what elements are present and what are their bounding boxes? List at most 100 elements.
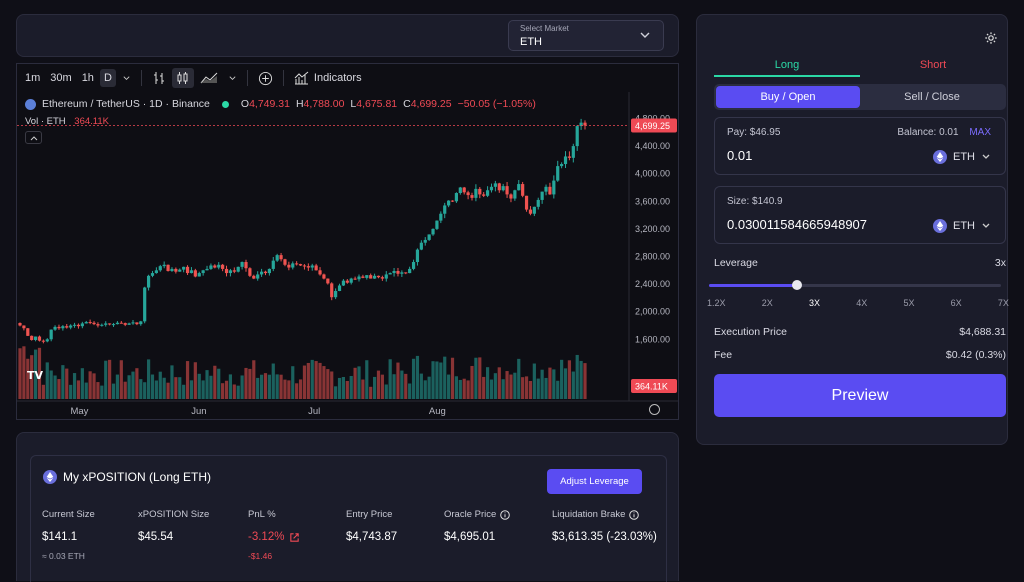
candlestick-plot[interactable]: 4,800.004,400.004,000.003,600.003,200.00… [17, 92, 678, 419]
pnl-column: PnL % -3.12% -$1.46 [248, 509, 300, 561]
price-axis-label: 4,000.00 [635, 169, 670, 179]
volume-bar [560, 359, 564, 399]
toolbar-divider [140, 70, 142, 86]
volume-bar [287, 380, 291, 399]
candle-body [84, 322, 88, 324]
pay-amount-input[interactable]: 0.01 [727, 148, 753, 163]
info-icon[interactable] [500, 509, 511, 520]
price-axis-label: 3,600.00 [635, 196, 670, 206]
volume-bar [341, 376, 346, 399]
candle-body [185, 266, 190, 274]
info-icon[interactable] [629, 509, 640, 520]
volume-bar [139, 379, 143, 399]
oracle-price-value: $4,695.01 [444, 531, 496, 543]
interval-1m[interactable]: 1m [25, 72, 41, 84]
candle-body [404, 272, 408, 274]
position-title: My xPOSITION (Long ETH) [63, 470, 212, 484]
candle-body [259, 271, 264, 275]
leverage-tick[interactable]: 5X [903, 298, 915, 308]
candle-body [158, 266, 162, 271]
interval-1d[interactable]: D [99, 69, 116, 87]
leverage-slider-handle[interactable] [791, 280, 802, 290]
area-style-icon[interactable] [196, 68, 222, 88]
xposition-size-column: xPOSITION Size $45.54 [138, 509, 209, 543]
current-size-eth: ≈ 0.03 ETH [42, 551, 85, 561]
price-chart[interactable]: 1m 30m 1h D Indicators 4,800.004,400.004… [16, 63, 679, 420]
eth-icon [933, 219, 947, 233]
volume-bar [53, 375, 57, 399]
candle-body [18, 323, 22, 326]
add-plus-icon[interactable] [254, 68, 277, 89]
chart-settings-icon[interactable] [649, 404, 660, 415]
volume-bar [150, 374, 155, 399]
pay-input-box[interactable]: Pay: $46.95 Balance: 0.01 MAX 0.01 ETH [714, 117, 1006, 175]
adjust-leverage-button[interactable]: Adjust Leverage [547, 469, 642, 494]
volume-bar [408, 383, 412, 399]
candle-body [567, 156, 572, 158]
volume-bar [252, 360, 256, 399]
leverage-tick[interactable]: 4X [856, 298, 868, 308]
interval-dropdown-chevron-icon[interactable] [118, 71, 135, 86]
price-axis-label: 1,600.00 [635, 334, 670, 344]
size-asset-select[interactable]: ETH [933, 219, 991, 233]
candle-body [548, 186, 552, 195]
leverage-tick[interactable]: 7X [997, 298, 1009, 308]
volume-bar [552, 369, 556, 399]
interval-1h[interactable]: 1h [81, 72, 94, 84]
market-select-value: ETH [520, 36, 542, 48]
candle-body [435, 220, 439, 229]
candle-body [80, 323, 84, 327]
buy-open-button[interactable]: Buy / Open [716, 86, 860, 108]
pnl-row: -3.12% [248, 531, 300, 543]
bars-style-icon[interactable] [148, 68, 170, 88]
volume-bar [419, 373, 423, 399]
volume-bar [306, 362, 310, 399]
entry-price-value: $4,743.87 [346, 531, 398, 543]
volume-bar [41, 384, 45, 399]
volume-bar [100, 385, 104, 399]
size-amount-input[interactable]: 0.030011584665948907 [727, 217, 868, 232]
preview-button[interactable]: Preview [714, 374, 1006, 417]
candle-body [92, 322, 96, 325]
volume-bar [474, 357, 478, 399]
leverage-tick[interactable]: 3X [808, 298, 820, 308]
candle-body [361, 276, 365, 278]
market-select[interactable]: Select Market ETH [508, 20, 664, 51]
candle-body [72, 324, 77, 326]
volume-bar [411, 358, 416, 399]
collapse-legend-button[interactable] [25, 131, 42, 144]
pay-asset-select[interactable]: ETH [933, 150, 991, 164]
leverage-row: Leverage 3x [714, 257, 1006, 269]
interval-30m[interactable]: 30m [50, 72, 72, 84]
pnl-value: -3.12% [248, 531, 285, 543]
leverage-tick[interactable]: 2X [761, 298, 773, 308]
volume-bar [96, 382, 100, 399]
candle-body [470, 195, 474, 198]
candle-body [166, 264, 170, 271]
volume-bar [532, 363, 536, 399]
leverage-slider[interactable] [709, 280, 1001, 290]
leverage-tick[interactable]: 1.2X [707, 298, 726, 308]
leverage-tick[interactable]: 6X [950, 298, 962, 308]
sell-close-button[interactable]: Sell / Close [904, 91, 960, 103]
candles-style-icon[interactable] [171, 68, 194, 88]
candle-body [369, 275, 373, 279]
current-size-column: Current Size $141.1 ≈ 0.03 ETH [42, 509, 95, 561]
leverage-value: 3x [994, 257, 1006, 269]
candle-body [224, 268, 229, 274]
size-asset-label: ETH [953, 220, 975, 232]
tab-short[interactable]: Short [919, 59, 947, 71]
tab-long[interactable]: Long [714, 55, 860, 77]
volume-bar [400, 370, 404, 399]
max-button[interactable]: MAX [969, 127, 991, 138]
share-external-icon[interactable] [289, 532, 300, 543]
volume-bar [571, 371, 575, 399]
volume-bar [26, 358, 30, 399]
volume-bar [236, 385, 240, 399]
size-input-box[interactable]: Size: $140.9 0.030011584665948907 ETH [714, 186, 1006, 244]
volume-bar [92, 373, 96, 399]
chart-style-chevron-icon[interactable] [224, 71, 241, 86]
gear-icon[interactable] [984, 31, 998, 45]
candle-body [575, 126, 579, 147]
indicators-button[interactable]: Indicators [290, 68, 366, 88]
